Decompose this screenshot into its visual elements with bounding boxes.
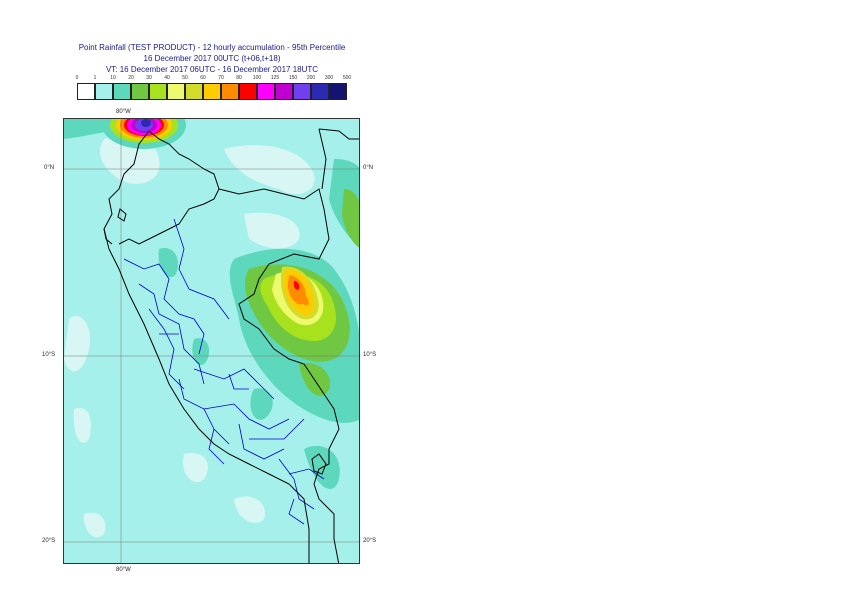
legend-tick-label: 300 <box>324 75 334 81</box>
legend-tick-label: 125 <box>270 75 280 81</box>
lat-label-right-20s: 20°S <box>363 538 377 544</box>
legend-swatch <box>311 83 329 100</box>
lon-label-top: 80°W <box>116 109 131 115</box>
legend-swatch <box>203 83 221 100</box>
legend-swatch <box>185 83 203 100</box>
legend-swatch <box>257 83 275 100</box>
low-rainfall-patches <box>64 134 315 538</box>
legend-tick-label: 60 <box>200 75 206 81</box>
title-line-1: Point Rainfall (TEST PRODUCT) - 12 hourl… <box>78 43 346 52</box>
legend-swatch <box>95 83 113 100</box>
regional-borders <box>123 218 325 525</box>
legend-tick-label: 150 <box>288 75 298 81</box>
heavier-rainfall-areas <box>244 189 359 396</box>
graticule <box>64 119 359 563</box>
legend-swatch <box>113 83 131 100</box>
lon-label-bottom: 80°W <box>116 567 131 573</box>
legend-tick-label: 100 <box>252 75 262 81</box>
lat-label-left-0: 0°N <box>44 165 55 171</box>
legend-tick-label: 80 <box>236 75 242 81</box>
rainfall-map <box>63 118 360 564</box>
legend-swatch <box>293 83 311 100</box>
legend-tick-label: 10 <box>110 75 116 81</box>
legend-tick-label: 40 <box>164 75 170 81</box>
legend-swatch <box>239 83 257 100</box>
legend-tick-label: 20 <box>128 75 134 81</box>
legend-swatch <box>275 83 293 100</box>
legend-swatch <box>167 83 185 100</box>
legend-swatch <box>77 83 95 100</box>
lat-label-right-0: 0°N <box>363 165 374 171</box>
lat-label-left-10s: 10°S <box>42 352 56 358</box>
title-line-2: 16 December 2017 00UTC (t+06,t+18) <box>143 54 281 63</box>
legend-tick-label: 70 <box>218 75 224 81</box>
national-borders <box>103 128 359 563</box>
legend-swatch <box>329 83 347 100</box>
lat-label-left-20s: 20°S <box>42 538 56 544</box>
legend-swatch <box>149 83 167 100</box>
title-line-3: VT: 16 December 2017 06UTC - 16 December… <box>105 65 319 74</box>
legend-tick-label: 200 <box>306 75 316 81</box>
legend-tick-label: 50 <box>182 75 188 81</box>
legend-tick-label: 1 <box>93 75 97 81</box>
legend-swatch <box>221 83 239 100</box>
legend-swatch <box>131 83 149 100</box>
rainfall-map-canvas <box>64 119 359 563</box>
lat-label-right-10s: 10°S <box>363 352 377 358</box>
legend-tick-label: 30 <box>146 75 152 81</box>
legend-tick-label: 0 <box>75 75 79 81</box>
legend-tick-label: 500 <box>342 75 352 81</box>
